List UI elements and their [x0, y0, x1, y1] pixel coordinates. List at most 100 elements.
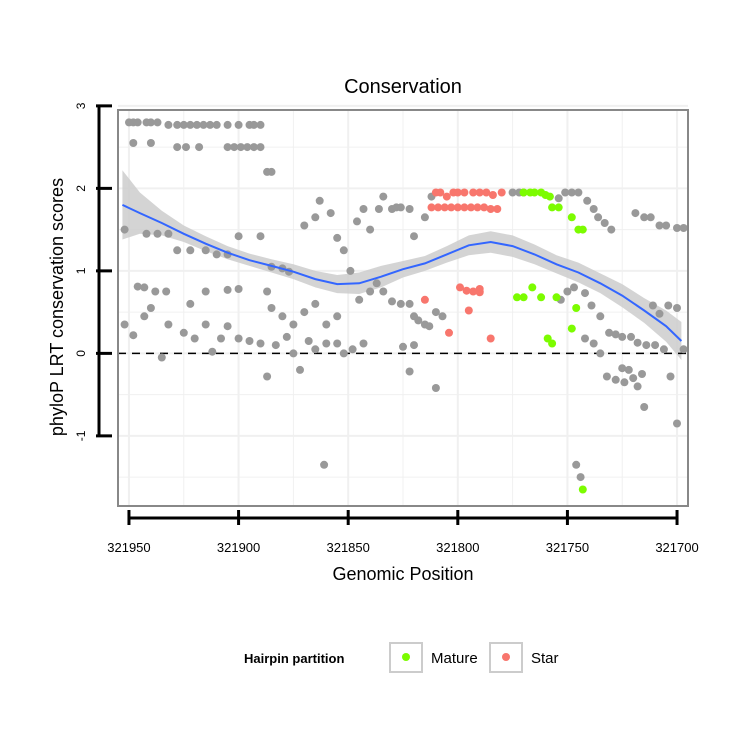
data-point-unpartitioned [405, 299, 414, 308]
data-point-unpartitioned [190, 334, 199, 343]
data-point-unpartitioned [659, 345, 668, 354]
data-point-unpartitioned [339, 246, 348, 255]
data-point-unpartitioned [234, 120, 243, 129]
data-point-unpartitioned [640, 403, 649, 411]
data-point-unpartitioned [201, 287, 210, 296]
data-point-unpartitioned [583, 196, 592, 205]
data-point-unpartitioned [388, 297, 396, 306]
data-point-unpartitioned [624, 365, 633, 374]
data-point-unpartitioned [379, 287, 388, 296]
data-point-unpartitioned [333, 233, 342, 242]
data-point-unpartitioned [256, 232, 265, 241]
data-point-unpartitioned [320, 460, 329, 469]
legend-title: Hairpin partition [244, 651, 344, 666]
data-point-star [456, 283, 464, 292]
data-point-unpartitioned [374, 205, 383, 213]
data-point-unpartitioned [146, 304, 155, 312]
x-axis: 321950 321900 321850 321800 321750 321700 [107, 510, 699, 555]
data-point-mature [545, 192, 554, 201]
data-point-unpartitioned [346, 266, 355, 275]
data-point-unpartitioned [567, 188, 576, 197]
data-point-unpartitioned [607, 225, 616, 234]
data-point-star [460, 188, 469, 197]
data-point-unpartitioned [399, 342, 407, 351]
data-point-unpartitioned [410, 341, 418, 350]
data-point-unpartitioned [366, 225, 375, 234]
data-point-unpartitioned [120, 225, 129, 234]
data-point-unpartitioned [256, 339, 265, 348]
data-point-unpartitioned [589, 205, 598, 213]
data-point-unpartitioned [267, 304, 276, 312]
data-point-star [434, 203, 443, 212]
data-point-unpartitioned [208, 347, 217, 356]
data-point-star [493, 205, 502, 213]
data-point-unpartitioned [267, 167, 276, 176]
smooth-curve [121, 203, 683, 342]
data-point-unpartitioned [576, 473, 585, 482]
data-point-unpartitioned [201, 320, 210, 329]
data-point-unpartitioned [164, 320, 173, 329]
data-point-unpartitioned [153, 229, 162, 238]
data-point-unpartitioned [339, 349, 348, 358]
data-point-star [464, 306, 473, 315]
data-point-unpartitioned [648, 301, 657, 310]
y-axis: -1 0 1 2 3 [74, 102, 112, 441]
data-point-mature [552, 293, 561, 302]
data-point-unpartitioned [129, 139, 138, 147]
data-point-star [480, 203, 489, 212]
data-point-unpartitioned [245, 337, 254, 345]
data-point-unpartitioned [164, 120, 173, 129]
data-point-unpartitioned [195, 143, 204, 152]
data-point-unpartitioned [431, 384, 440, 392]
legend: Hairpin partition Mature Star [244, 642, 559, 673]
data-point-unpartitioned [192, 120, 201, 129]
data-point-unpartitioned [282, 332, 291, 341]
data-point-unpartitioned [311, 213, 320, 222]
data-point-unpartitioned [322, 339, 331, 348]
data-point-unpartitioned [142, 229, 151, 238]
data-point-unpartitioned [581, 289, 589, 298]
data-point-unpartitioned [223, 322, 232, 331]
data-point-unpartitioned [146, 139, 155, 147]
data-point-unpartitioned [315, 196, 324, 205]
x-tick-label: 321800 [436, 540, 479, 555]
x-axis-label: Genomic Position [332, 564, 473, 584]
data-point-unpartitioned [574, 188, 583, 197]
data-point-star [475, 287, 484, 296]
data-point-unpartitioned [186, 120, 195, 129]
data-point-unpartitioned [570, 283, 578, 292]
data-point-unpartitioned [129, 331, 138, 340]
legend-entry-star: Star [489, 642, 559, 673]
data-point-unpartitioned [322, 320, 331, 329]
data-point-unpartitioned [405, 205, 414, 213]
data-point-unpartitioned [296, 365, 304, 374]
data-point-unpartitioned [420, 213, 429, 222]
data-point-unpartitioned [611, 375, 620, 384]
data-points-layer [120, 118, 688, 494]
data-point-unpartitioned [243, 143, 252, 152]
data-point-unpartitioned [679, 345, 688, 354]
plot-panel [117, 104, 689, 507]
data-point-unpartitioned [589, 339, 598, 348]
data-point-mature [548, 339, 557, 348]
data-point-unpartitioned [304, 337, 313, 345]
data-point-unpartitioned [379, 192, 388, 201]
data-point-unpartitioned [605, 328, 614, 337]
data-point-unpartitioned [348, 345, 357, 354]
data-point-mature [519, 293, 528, 302]
data-point-mature [572, 304, 581, 312]
y-tick-label: 1 [74, 267, 88, 274]
x-tick-label: 321850 [326, 540, 369, 555]
data-point-mature [567, 213, 576, 222]
x-tick-label: 321700 [655, 540, 698, 555]
data-point-unpartitioned [353, 217, 361, 226]
data-point-unpartitioned [153, 118, 162, 127]
data-point-unpartitioned [596, 349, 605, 358]
y-axis-label: phyloP LRT conservation scores [47, 178, 67, 436]
data-point-unpartitioned [431, 308, 440, 317]
data-point-unpartitioned [633, 338, 642, 347]
data-point-unpartitioned [289, 349, 298, 358]
data-point-unpartitioned [271, 341, 280, 350]
data-point-unpartitioned [133, 118, 142, 127]
